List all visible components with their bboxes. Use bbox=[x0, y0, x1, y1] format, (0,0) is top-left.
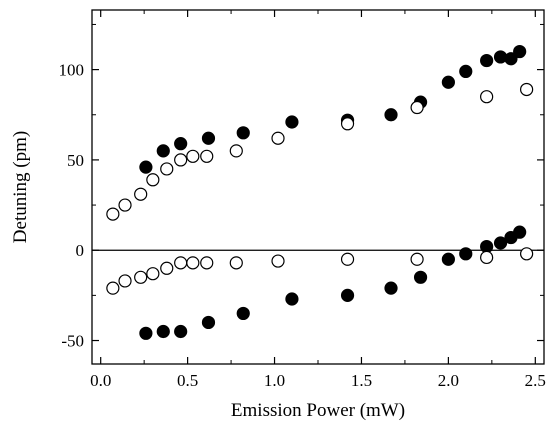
open-data-point bbox=[134, 270, 148, 284]
filled-data-point bbox=[285, 115, 299, 129]
open-data-point bbox=[480, 90, 494, 104]
open-data-point bbox=[146, 267, 160, 281]
open-data-point bbox=[106, 281, 120, 295]
open-data-point bbox=[186, 149, 200, 163]
x-tick-label: 1.5 bbox=[351, 371, 372, 390]
filled-data-point bbox=[413, 270, 428, 284]
x-tick-label: 2.0 bbox=[438, 371, 459, 390]
open-data-point bbox=[106, 207, 120, 221]
y-tick-label: -50 bbox=[61, 332, 84, 351]
open-data-point bbox=[271, 254, 285, 268]
filled-data-point bbox=[174, 324, 188, 339]
open-data-point bbox=[146, 173, 160, 187]
y-tick-label: 100 bbox=[59, 61, 85, 80]
filled-data-point bbox=[139, 160, 153, 174]
open-data-point bbox=[200, 256, 214, 270]
filled-data-point bbox=[459, 247, 473, 261]
open-data-point bbox=[520, 247, 534, 261]
open-data-point bbox=[118, 198, 132, 212]
open-data-point bbox=[118, 274, 132, 288]
open-data-point bbox=[480, 250, 494, 265]
filled-data-point bbox=[480, 53, 494, 68]
open-data-point bbox=[200, 149, 214, 163]
y-axis-ticks: -50 0 50 100 bbox=[59, 23, 544, 351]
open-data-point bbox=[229, 256, 243, 270]
open-data-point bbox=[134, 187, 148, 201]
y-axis-label: Detuning (pm) bbox=[10, 131, 31, 243]
y-tick-label: 0 bbox=[76, 241, 85, 260]
open-data-point bbox=[340, 117, 355, 131]
open-data-point bbox=[410, 252, 424, 266]
filled-data-point bbox=[156, 324, 170, 339]
filled-data-point bbox=[156, 144, 170, 158]
filled-data-point bbox=[236, 126, 250, 140]
x-tick-label: 2.5 bbox=[525, 371, 546, 390]
filled-data-point bbox=[384, 281, 398, 295]
plot-frame bbox=[91, 9, 545, 365]
open-data-point bbox=[340, 252, 355, 266]
open-data-point bbox=[520, 82, 534, 97]
filled-data-point bbox=[285, 292, 299, 306]
open-data-point bbox=[160, 162, 174, 176]
open-data-point bbox=[271, 131, 285, 145]
filled-data-point bbox=[441, 252, 455, 266]
filled-data-point bbox=[441, 75, 455, 89]
x-axis-label: Emission Power (mW) bbox=[231, 400, 405, 421]
open-data-point bbox=[160, 261, 174, 275]
filled-data-point bbox=[340, 288, 355, 302]
filled-data-point bbox=[513, 44, 527, 59]
filled-data-point bbox=[236, 306, 250, 321]
open-data-point bbox=[174, 153, 188, 167]
x-tick-label: 0.0 bbox=[90, 371, 111, 390]
filled-data-point bbox=[139, 326, 153, 340]
x-axis-ticks: 0.0 0.5 1.0 1.5 2.0 2.5 bbox=[90, 10, 546, 390]
filled-data-point bbox=[493, 236, 508, 250]
filled-data-point bbox=[480, 240, 494, 254]
filled-data-point bbox=[459, 64, 473, 79]
x-tick-label: 0.5 bbox=[177, 371, 198, 390]
filled-data-point bbox=[201, 315, 216, 330]
filled-data-point bbox=[174, 137, 188, 151]
y-tick-label: 50 bbox=[67, 151, 84, 170]
open-data-point bbox=[229, 144, 243, 158]
filled-data-point bbox=[201, 131, 216, 145]
open-data-point bbox=[410, 100, 424, 115]
open-data-point bbox=[174, 256, 188, 270]
filled-data-point bbox=[513, 225, 527, 239]
data-points bbox=[106, 44, 534, 340]
filled-data-point bbox=[384, 108, 398, 122]
open-data-point bbox=[186, 256, 200, 270]
x-tick-label: 1.0 bbox=[264, 371, 285, 390]
filled-data-point bbox=[504, 52, 518, 66]
